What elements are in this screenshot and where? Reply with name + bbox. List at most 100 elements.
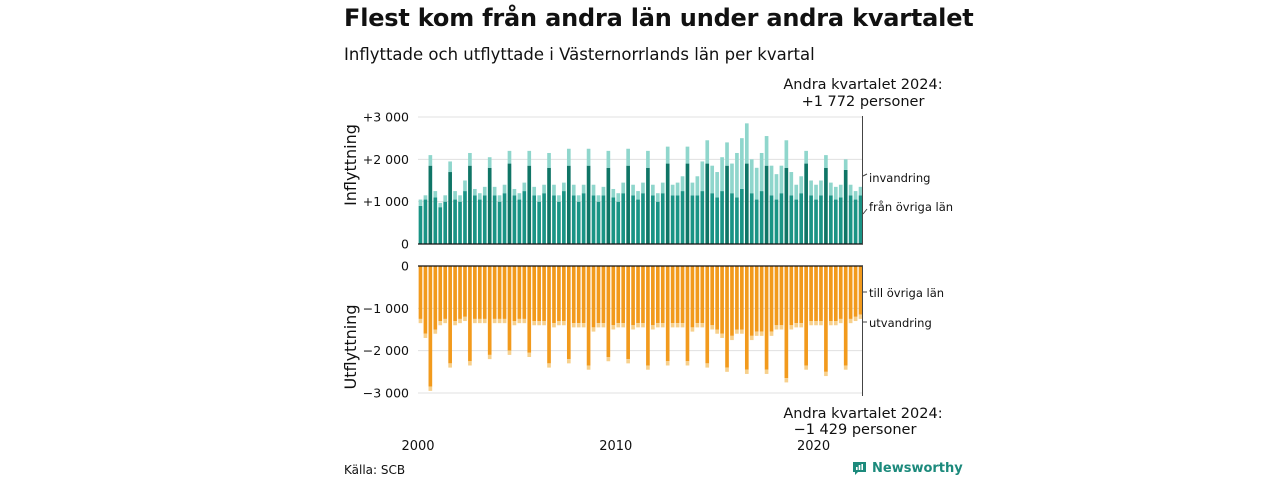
bar-out-other-county [665, 266, 670, 362]
bar-in-other-county [705, 163, 710, 244]
bar-emigration [705, 363, 710, 368]
y-tick-label-inflow: +1 000 [363, 194, 409, 209]
bar-out-other-county [655, 266, 660, 324]
bar-emigration [838, 318, 843, 324]
bar-in-other-county [779, 193, 784, 244]
bar-in-other-county [542, 193, 546, 244]
bar-out-other-county [517, 266, 522, 319]
bar-immigration [512, 188, 517, 196]
bar-out-other-county [571, 266, 576, 324]
bar-emigration [537, 321, 541, 326]
bar-in-other-county [636, 199, 640, 244]
bar-emigration [814, 321, 818, 326]
bar-immigration [779, 165, 784, 194]
bar-emigration [482, 318, 487, 324]
bar-emigration [680, 323, 685, 328]
bar-immigration [591, 184, 596, 196]
bar-emigration [631, 325, 635, 330]
bar-emigration [453, 321, 457, 326]
bar-out-other-county [512, 266, 517, 322]
bar-emigration [715, 329, 719, 334]
bar-in-other-county [423, 199, 428, 244]
bar-immigration [749, 159, 754, 194]
bar-out-other-county [759, 266, 764, 332]
bar-out-other-county [433, 266, 438, 330]
bar-immigration [527, 150, 532, 166]
bar-out-other-county [725, 266, 729, 368]
bar-emigration [596, 323, 601, 328]
bar-emigration [542, 321, 546, 326]
bar-in-other-county [453, 199, 457, 244]
bar-emigration [576, 323, 581, 328]
legend-label-in-other-county: från övriga län [869, 200, 953, 214]
newsworthy-logo: Newsworthy [852, 461, 963, 476]
bar-immigration [799, 176, 804, 194]
bar-out-other-county [507, 266, 512, 351]
bar-out-other-county [824, 266, 828, 372]
bar-out-other-county [779, 266, 784, 326]
bar-in-other-county [468, 165, 472, 244]
bar-out-other-county [566, 266, 571, 360]
bar-out-other-county [591, 266, 596, 328]
bar-in-other-county [646, 167, 650, 244]
bar-emigration [804, 365, 808, 370]
bar-in-other-county [829, 195, 833, 244]
bar-immigration [784, 140, 789, 168]
bar-emigration [809, 321, 813, 326]
bar-immigration [769, 165, 774, 196]
bar-emigration [725, 367, 729, 372]
bar-in-other-county [562, 191, 566, 244]
source-note: Källa: SCB [344, 463, 406, 477]
bar-in-other-county [824, 167, 828, 244]
bar-out-other-county [705, 266, 710, 364]
bar-emigration [848, 318, 853, 324]
bar-emigration [458, 318, 462, 324]
bar-immigration [448, 161, 452, 173]
bar-out-other-county [804, 266, 808, 366]
bar-in-other-county [601, 195, 606, 244]
bar-immigration [443, 195, 448, 202]
bar-out-other-county [537, 266, 541, 322]
y-tick-label-inflow: 0 [401, 237, 409, 252]
bar-in-other-county [596, 201, 601, 244]
bar-in-other-county [418, 205, 423, 244]
bar-out-other-county [774, 266, 779, 326]
bar-emigration [601, 323, 606, 328]
annotation-outflow-line1: Andra kvartalet 2024: [783, 406, 942, 422]
bar-out-other-county [651, 266, 655, 326]
bar-out-other-county [799, 266, 804, 324]
annotation-inflow-line2: +1 772 personer [802, 94, 925, 110]
bar-out-other-county [769, 266, 774, 332]
bar-immigration [715, 172, 719, 198]
bar-immigration [651, 184, 655, 196]
bar-in-other-county [576, 201, 581, 244]
bar-immigration [502, 184, 507, 194]
bar-out-other-county [710, 266, 715, 326]
bar-in-other-county [527, 165, 532, 244]
bar-emigration [655, 323, 660, 328]
bar-in-other-county [448, 172, 452, 244]
bar-immigration [804, 150, 808, 164]
bar-out-other-county [581, 266, 586, 324]
bar-immigration [690, 182, 695, 196]
bar-in-other-county [680, 191, 685, 244]
bar-in-other-county [557, 201, 561, 244]
bar-immigration [557, 195, 561, 202]
bar-immigration [611, 188, 616, 198]
bar-immigration [423, 195, 428, 200]
bar-out-other-county [616, 266, 621, 324]
bar-emigration [754, 331, 759, 336]
bar-in-other-county [789, 195, 794, 244]
bar-out-other-county [754, 266, 759, 332]
bar-emigration [651, 325, 655, 330]
bar-emigration [621, 323, 626, 328]
bar-emigration [740, 329, 744, 334]
bar-immigration [833, 186, 838, 200]
bar-in-other-county [517, 199, 522, 244]
bar-in-other-county [819, 195, 823, 244]
bar-out-other-county [547, 266, 551, 364]
bar-out-other-county [740, 266, 744, 330]
bar-emigration [730, 335, 734, 341]
bar-immigration [468, 152, 472, 166]
bar-in-other-county [443, 201, 448, 244]
